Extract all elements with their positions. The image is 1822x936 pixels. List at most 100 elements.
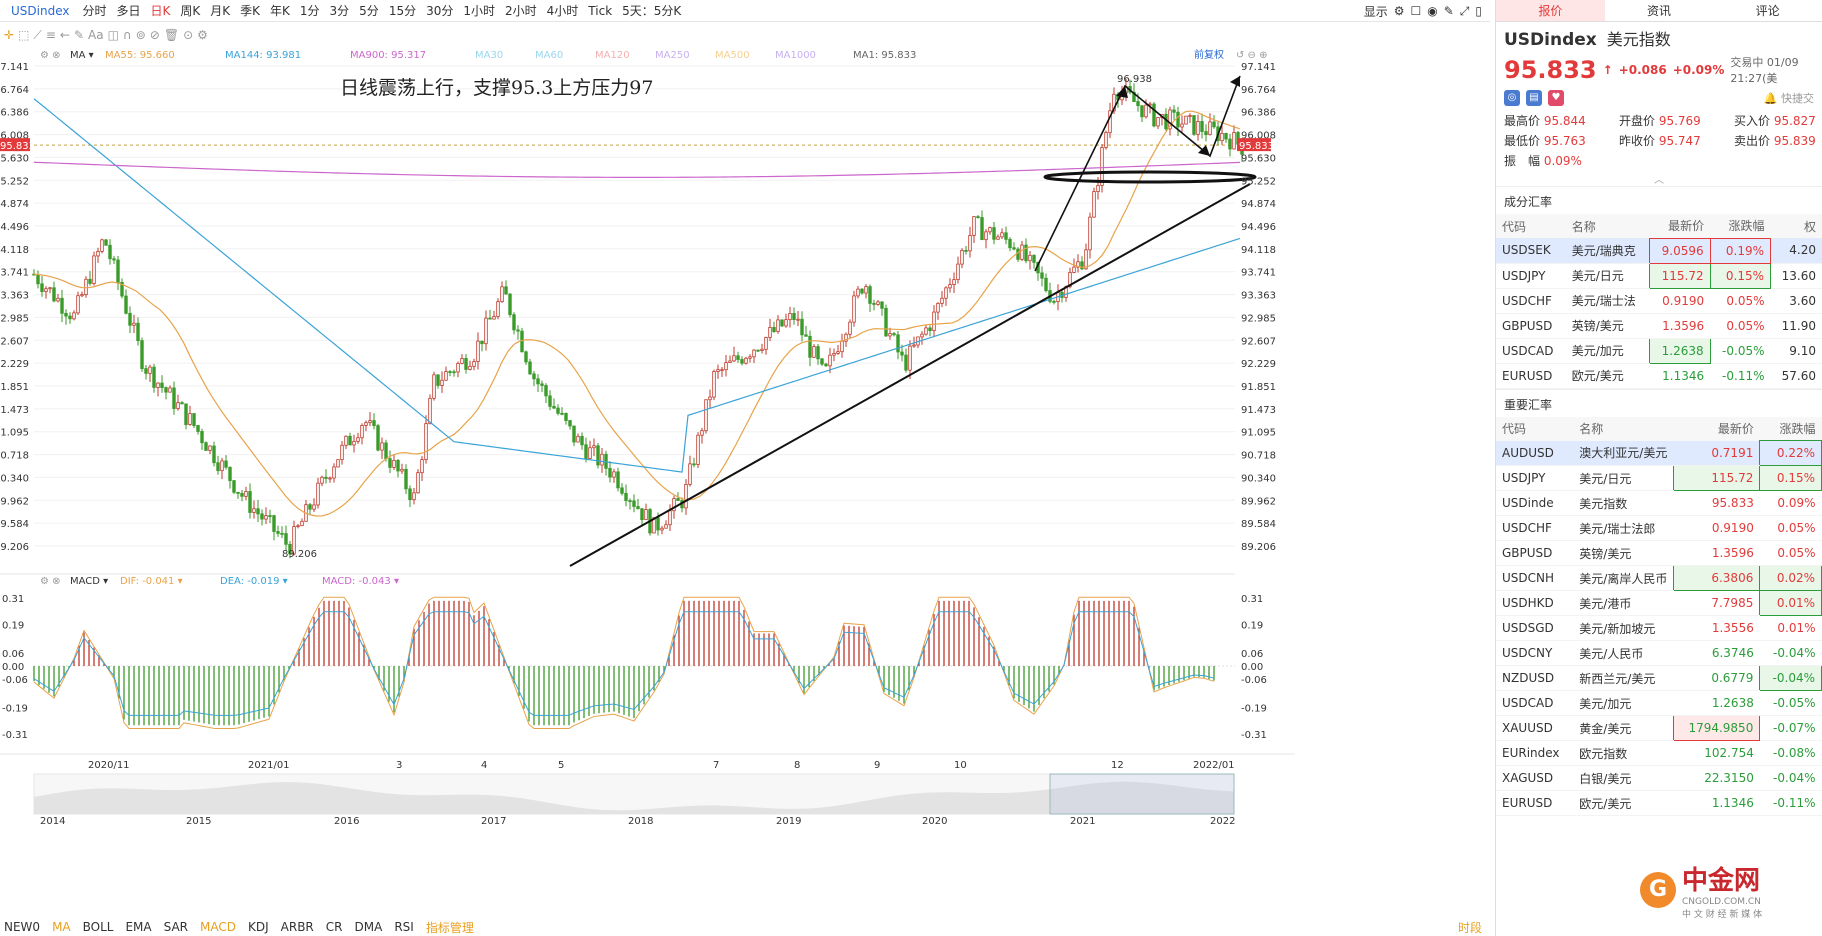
checkbox-icon[interactable]: ☐	[1410, 4, 1422, 18]
table-row[interactable]: USDinde 美元指数 95.833 0.09%	[1496, 490, 1822, 516]
table-row[interactable]: AUDUSD 澳大利亚元/美元 0.7191 0.22%	[1496, 440, 1822, 466]
candle-body	[1020, 244, 1024, 260]
eye-tool-icon[interactable]: ⊙	[183, 28, 194, 42]
indicator-tab-9[interactable]: DMA	[354, 920, 383, 934]
delete-tool-icon[interactable]: 🗑	[163, 28, 180, 42]
indicator-tab-8[interactable]: CR	[325, 920, 343, 934]
edit-icon[interactable]: ✎	[1443, 4, 1454, 18]
period-0[interactable]: 分时	[82, 4, 107, 18]
col-header-2[interactable]: 最新价	[1673, 416, 1760, 441]
indicator-tab-10[interactable]: RSI	[394, 920, 414, 934]
select-tool-icon[interactable]: ⬚	[18, 28, 30, 42]
indicator-tab-6[interactable]: KDJ	[248, 920, 269, 934]
table-row[interactable]: USDCHF 美元/瑞士法 0.9190 0.05% 3.60	[1496, 288, 1822, 314]
web-icon[interactable]: ◎	[1504, 90, 1520, 106]
period-12[interactable]: 1小时	[463, 4, 496, 18]
sidebar-toggle-icon[interactable]: ▯	[1475, 4, 1482, 18]
period-5[interactable]: 季K	[240, 4, 261, 18]
favorite-icon[interactable]: ♥	[1548, 90, 1564, 106]
table-row[interactable]: EURUSD 欧元/美元 1.1346 -0.11% 57.60	[1496, 363, 1822, 389]
fullscreen-icon[interactable]: ⤢	[1459, 3, 1470, 18]
col-header-3[interactable]: 涨跌幅	[1710, 214, 1771, 238]
col-header-0[interactable]: 代码	[1496, 416, 1574, 441]
period-15[interactable]: Tick	[588, 3, 613, 18]
period-14[interactable]: 4小时	[546, 4, 579, 18]
candle-body	[544, 385, 548, 397]
period-16[interactable]: 5天：5分K	[622, 4, 682, 18]
col-header-0[interactable]: 代码	[1496, 214, 1566, 238]
indicator-tab-4[interactable]: SAR	[163, 920, 189, 934]
col-header-3[interactable]: 涨跌幅	[1759, 416, 1822, 441]
table-row[interactable]: USDCAD 美元/加元 1.2638 -0.05% 9.10	[1496, 337, 1822, 364]
overview-range-handle[interactable]	[1049, 773, 1235, 815]
col-header-1[interactable]: 名称	[1565, 214, 1650, 238]
cell-2: 0.7191	[1673, 440, 1760, 466]
tab-news[interactable]: 资讯	[1647, 4, 1672, 18]
indicator-tab-5[interactable]: MACD	[200, 920, 236, 934]
period-2[interactable]: 日K	[150, 4, 171, 18]
period-9[interactable]: 5分	[359, 4, 379, 18]
tab-quote[interactable]: 报价	[1496, 0, 1605, 21]
table-row[interactable]: USDCNH 美元/离岸人民币 6.3806 0.02%	[1496, 565, 1822, 591]
indicator-tab-7[interactable]: ARBR	[280, 920, 314, 934]
lock-tool-icon[interactable]: ⊚	[135, 28, 146, 42]
text-tool-icon[interactable]: Aa	[88, 28, 104, 42]
quick-trade-button[interactable]: 🔔 快捷交	[1764, 90, 1814, 106]
settings-tool-icon[interactable]: ⚙	[197, 28, 208, 42]
period-7[interactable]: 1分	[299, 4, 320, 18]
tab-comments[interactable]: 评论	[1755, 4, 1780, 18]
candle-body	[260, 513, 264, 520]
table-row[interactable]: GBPUSD 英镑/美元 1.3596 0.05% 11.90	[1496, 313, 1822, 339]
indicator-tab-11[interactable]: 指标管理	[425, 920, 474, 935]
line-tool-icon[interactable]: ⟋	[33, 27, 42, 42]
period-1[interactable]: 多日	[116, 4, 141, 18]
kline-chart-svg[interactable]: ⚙ ⊗ MA ▾ MA55: 95.660 MA144: 93.981 MA900: 9…	[0, 46, 1490, 918]
collapse-chevron-icon[interactable]: ︿	[1654, 175, 1664, 186]
table-row[interactable]: USDSEK 美元/瑞典克 9.0596 0.19% 4.20	[1496, 237, 1822, 264]
indicator-tab-3[interactable]: EMA	[125, 920, 152, 934]
table-row[interactable]: USDJPY 美元/日元 115.72 0.15% 13.60	[1496, 262, 1822, 289]
cell-2: 1.3556	[1673, 615, 1760, 641]
period-10[interactable]: 15分	[388, 4, 417, 18]
table-row[interactable]: EURindex 欧元指数 102.754 -0.08%	[1496, 740, 1822, 766]
pen-tool-icon[interactable]: ✎	[73, 28, 84, 42]
hide-tool-icon[interactable]: ⊘	[149, 28, 160, 42]
display-button[interactable]: 显示	[1363, 4, 1388, 19]
table-row[interactable]: USDJPY 美元/日元 115.72 0.15%	[1496, 465, 1822, 491]
table-row[interactable]: XAUUSD 黄金/美元 1794.9850 -0.07%	[1496, 715, 1822, 741]
col-header-1[interactable]: 名称	[1573, 416, 1674, 441]
period-3[interactable]: 周K	[180, 4, 201, 18]
camera-icon[interactable]: ◉	[1427, 4, 1438, 18]
fib-tool-icon[interactable]: ≡	[45, 28, 56, 42]
table-row[interactable]: XAGUSD 白银/美元 22.3150 -0.04%	[1496, 765, 1822, 791]
indicator-tab-1[interactable]: MA	[52, 920, 71, 934]
arrow-tool-icon[interactable]: ←	[59, 28, 70, 42]
col-header-4[interactable]: 权	[1770, 214, 1822, 238]
table-row[interactable]: EURUSD 欧元/美元 1.1346 -0.11%	[1496, 790, 1822, 816]
symbol-selector[interactable]: USDindex	[11, 3, 70, 18]
gear-icon[interactable]: ⚙	[1393, 4, 1405, 18]
table-row[interactable]: USDCHF 美元/瑞士法郎 0.9190 0.05%	[1496, 515, 1822, 541]
period-11[interactable]: 30分	[426, 4, 454, 18]
table-row[interactable]: GBPUSD 英镑/美元 1.3596 0.05%	[1496, 540, 1822, 566]
note-icon[interactable]: ▤	[1526, 90, 1542, 106]
indicator-tab-2[interactable]: BOLL	[82, 920, 114, 934]
session-button[interactable]: 时段	[1457, 920, 1482, 935]
table-row[interactable]: NZDUSD 新西兰元/美元 0.6779 -0.04%	[1496, 665, 1822, 691]
col-header-2[interactable]: 最新价	[1649, 214, 1711, 238]
price-tick-left-3: 96.008	[0, 131, 29, 142]
table-row[interactable]: USDCNY 美元/人民币 6.3746 -0.04%	[1496, 640, 1822, 666]
measure-tool-icon[interactable]: ◫	[107, 28, 119, 42]
indicator-tab-0[interactable]: NEW0	[4, 920, 41, 934]
period-4[interactable]: 月K	[210, 4, 231, 18]
analysis-annotation: 日线震荡上行，支撑95.3上方压力97	[340, 77, 653, 99]
magnet-tool-icon[interactable]: ∩	[122, 28, 132, 42]
table-row[interactable]: USDCAD 美元/加元 1.2638 -0.05%	[1496, 690, 1822, 716]
period-8[interactable]: 3分	[329, 4, 350, 18]
kline-chart-area[interactable]: ⚙ ⊗ MA ▾ MA55: 95.660 MA144: 93.981 MA900: 9…	[0, 46, 1490, 936]
crosshair-tool-icon[interactable]: ✛	[4, 28, 15, 42]
table-row[interactable]: USDHKD 美元/港币 7.7985 0.01%	[1496, 590, 1822, 616]
period-13[interactable]: 2小时	[505, 4, 537, 18]
period-6[interactable]: 年K	[270, 4, 290, 18]
table-row[interactable]: USDSGD 美元/新加坡元 1.3556 0.01%	[1496, 615, 1822, 641]
